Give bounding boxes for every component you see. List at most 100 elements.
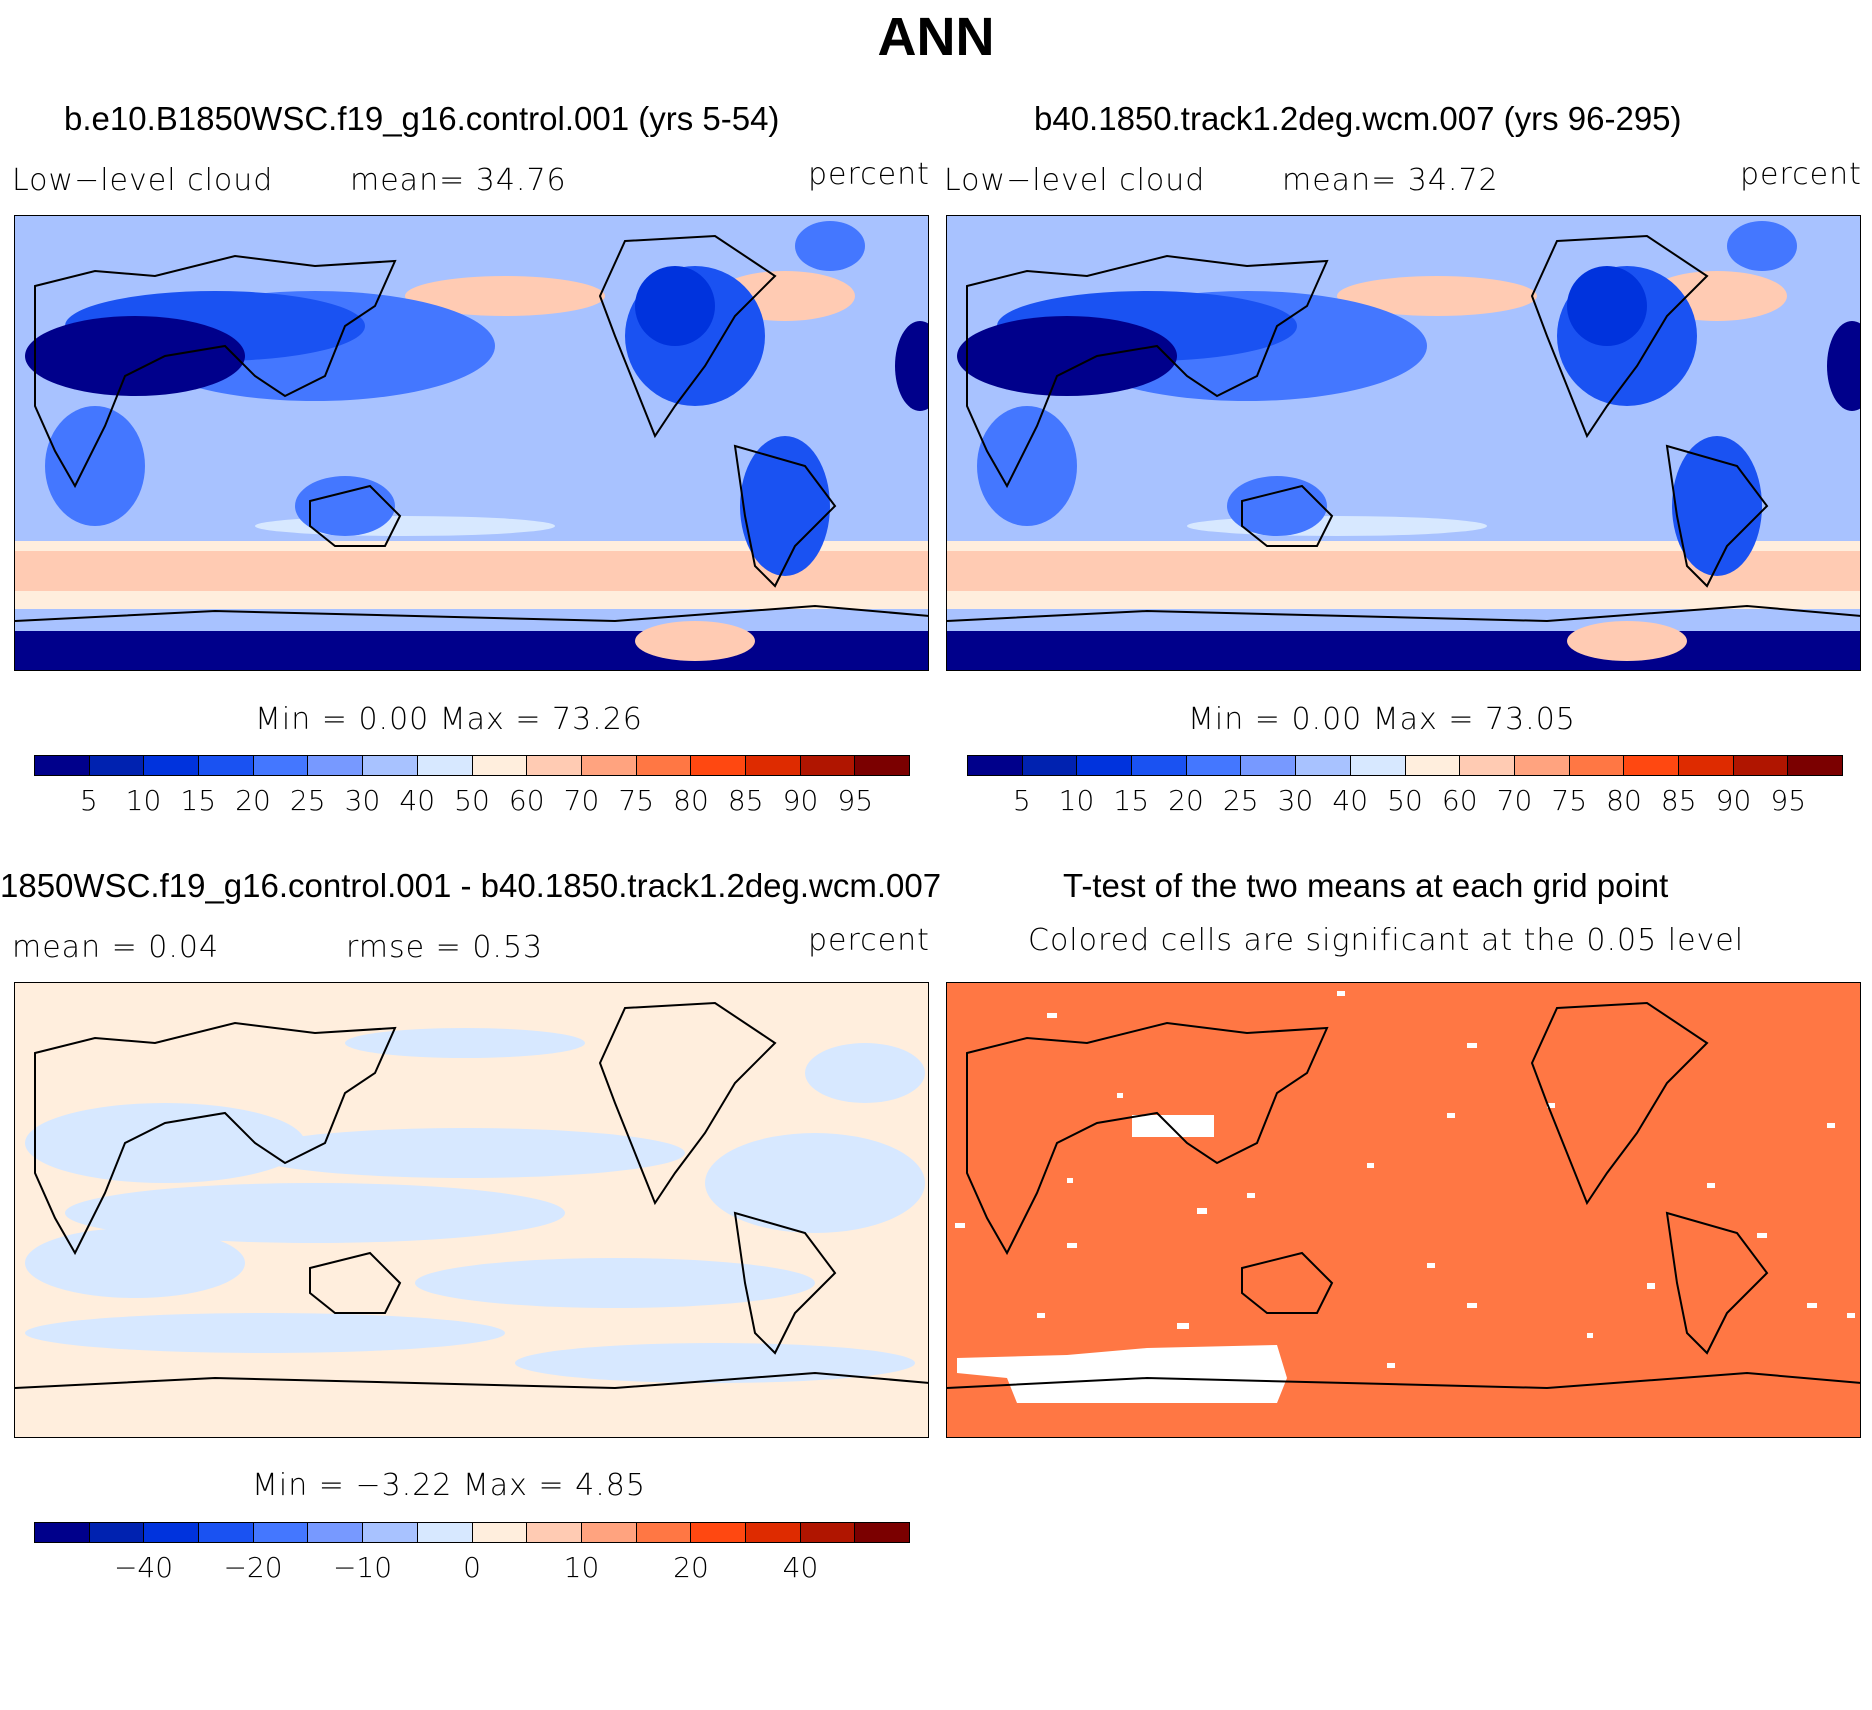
panel3-rmse-label: rmse = 0.53: [346, 930, 544, 965]
colorbar-swatch: [199, 1523, 254, 1542]
panel2-contour-field: [947, 216, 1860, 670]
panel3-mean-label: mean = 0.04: [12, 930, 220, 965]
colorbar-swatch: [800, 756, 856, 775]
colorbar-swatch: [1624, 756, 1679, 775]
colorbar-swatch: [855, 1523, 909, 1542]
panel2-min-max: Min = 0.00 Max = 73.05: [1188, 702, 1576, 737]
colorbar-swatch: [472, 1523, 528, 1542]
panel2-units-label: percent: [1740, 157, 1862, 192]
colorbar-tick-label: 10: [125, 784, 162, 817]
panel1-contour-field: [15, 216, 928, 670]
panel3-contour-field: [15, 983, 928, 1437]
colorbar-swatch: [581, 756, 637, 775]
colorbar-tick-label: 25: [289, 784, 326, 817]
colorbar-tick-label: 10: [563, 1551, 600, 1584]
colorbar-tick-label: 60: [508, 784, 545, 817]
colorbar-tick-label: 30: [1277, 784, 1314, 817]
colorbar-tick-label: 20: [673, 1551, 709, 1584]
colorbar-swatch: [527, 756, 582, 775]
colorbar-swatch: [691, 756, 746, 775]
colorbar-swatch: [636, 756, 692, 775]
colorbar-swatch: [1405, 756, 1461, 775]
panel1-variable-label: Low−level cloud: [12, 163, 274, 198]
colorbar-swatch: [472, 756, 528, 775]
panel1-units-label: percent: [808, 157, 930, 192]
colorbar-swatch: [35, 1523, 90, 1542]
colorbar-swatch: [1022, 756, 1078, 775]
colorbar-swatch: [1788, 756, 1842, 775]
panel4-significance-field: [947, 983, 1860, 1437]
colorbar-swatch: [745, 756, 801, 775]
colorbar-tick-label: 60: [1441, 784, 1478, 817]
colorbar-swatch: [527, 1523, 582, 1542]
colorbar-tick-label: 25: [1222, 784, 1259, 817]
colorbar-swatch: [745, 1523, 801, 1542]
colorbar-tick-label: −10: [332, 1551, 393, 1584]
colorbar-swatch: [144, 1523, 200, 1542]
colorbar-swatch: [308, 1523, 364, 1542]
colorbar-tick-label: 15: [180, 784, 217, 817]
colorbar-tick-label: 10: [1058, 784, 1095, 817]
colorbar-swatch: [968, 756, 1023, 775]
panel1-colorbar: [34, 755, 910, 776]
colorbar-swatch: [1514, 756, 1570, 775]
panel1-min-max: Min = 0.00 Max = 73.26: [255, 702, 643, 737]
panel3-units-label: percent: [808, 923, 930, 958]
panel4-map: [946, 982, 1861, 1438]
panel1-title: b.e10.B1850WSC.f19_g16.control.001 (yrs …: [64, 100, 780, 137]
colorbar-tick-label: −20: [223, 1551, 283, 1584]
colorbar-swatch: [363, 1523, 418, 1542]
colorbar-swatch: [855, 756, 909, 775]
colorbar-tick-label: 0: [463, 1551, 481, 1584]
colorbar-tick-label: 40: [1332, 784, 1369, 817]
panel4-title: T-test of the two means at each grid poi…: [1063, 867, 1669, 904]
panel3-title: 1850WSC.f19_g16.control.001 - b40.1850.t…: [0, 867, 942, 904]
panel3-colorbar: [34, 1522, 910, 1543]
colorbar-tick-label: 95: [837, 784, 874, 817]
colorbar-swatch: [636, 1523, 692, 1542]
colorbar-tick-label: 40: [399, 784, 436, 817]
panel2-title: b40.1850.track1.2deg.wcm.007 (yrs 96-295…: [1034, 100, 1682, 137]
figure-title: ANN: [877, 7, 995, 67]
panel2-map: [946, 215, 1861, 671]
colorbar-tick-label: 80: [673, 784, 709, 817]
colorbar-tick-label: 90: [782, 784, 819, 817]
panel2-mean-label: mean= 34.72: [1282, 163, 1499, 198]
colorbar-tick-label: 5: [1012, 784, 1031, 817]
colorbar-swatch: [1569, 756, 1625, 775]
colorbar-tick-label: 50: [454, 784, 490, 817]
colorbar-swatch: [1733, 756, 1789, 775]
colorbar-tick-label: 75: [618, 784, 655, 817]
colorbar-swatch: [417, 1523, 473, 1542]
colorbar-swatch: [691, 1523, 746, 1542]
panel2-variable-label: Low−level cloud: [944, 163, 1206, 198]
panel4-subtitle: Colored cells are significant at the 0.0…: [1028, 923, 1745, 958]
panel2-colorbar: [967, 755, 1843, 776]
colorbar-swatch: [199, 756, 254, 775]
colorbar-swatch: [253, 756, 309, 775]
colorbar-tick-label: 70: [563, 784, 600, 817]
colorbar-tick-label: 95: [1770, 784, 1807, 817]
colorbar-swatch: [35, 756, 90, 775]
colorbar-swatch: [1186, 756, 1242, 775]
colorbar-swatch: [253, 1523, 309, 1542]
colorbar-swatch: [1241, 756, 1297, 775]
colorbar-tick-label: 20: [235, 784, 271, 817]
colorbar-swatch: [1678, 756, 1734, 775]
colorbar-tick-label: 40: [782, 1551, 819, 1584]
colorbar-swatch: [1460, 756, 1515, 775]
panel2-colorbar-ticks: 5 10 15 20 25 30 40 50 60 70 75 80 85 90 95: [967, 784, 1843, 818]
colorbar-tick-label: 50: [1387, 784, 1423, 817]
colorbar-tick-label: 20: [1168, 784, 1204, 817]
colorbar-swatch: [1132, 756, 1187, 775]
colorbar-tick-label: 5: [79, 784, 98, 817]
colorbar-tick-label: −40: [113, 1551, 174, 1584]
panel1-mean-label: mean= 34.76: [350, 163, 567, 198]
colorbar-tick-label: 30: [344, 784, 381, 817]
colorbar-swatch: [308, 756, 364, 775]
colorbar-swatch: [89, 1523, 145, 1542]
panel3-map: [14, 982, 929, 1438]
colorbar-swatch: [1296, 756, 1351, 775]
colorbar-tick-label: 85: [1660, 784, 1697, 817]
colorbar-swatch: [89, 756, 145, 775]
